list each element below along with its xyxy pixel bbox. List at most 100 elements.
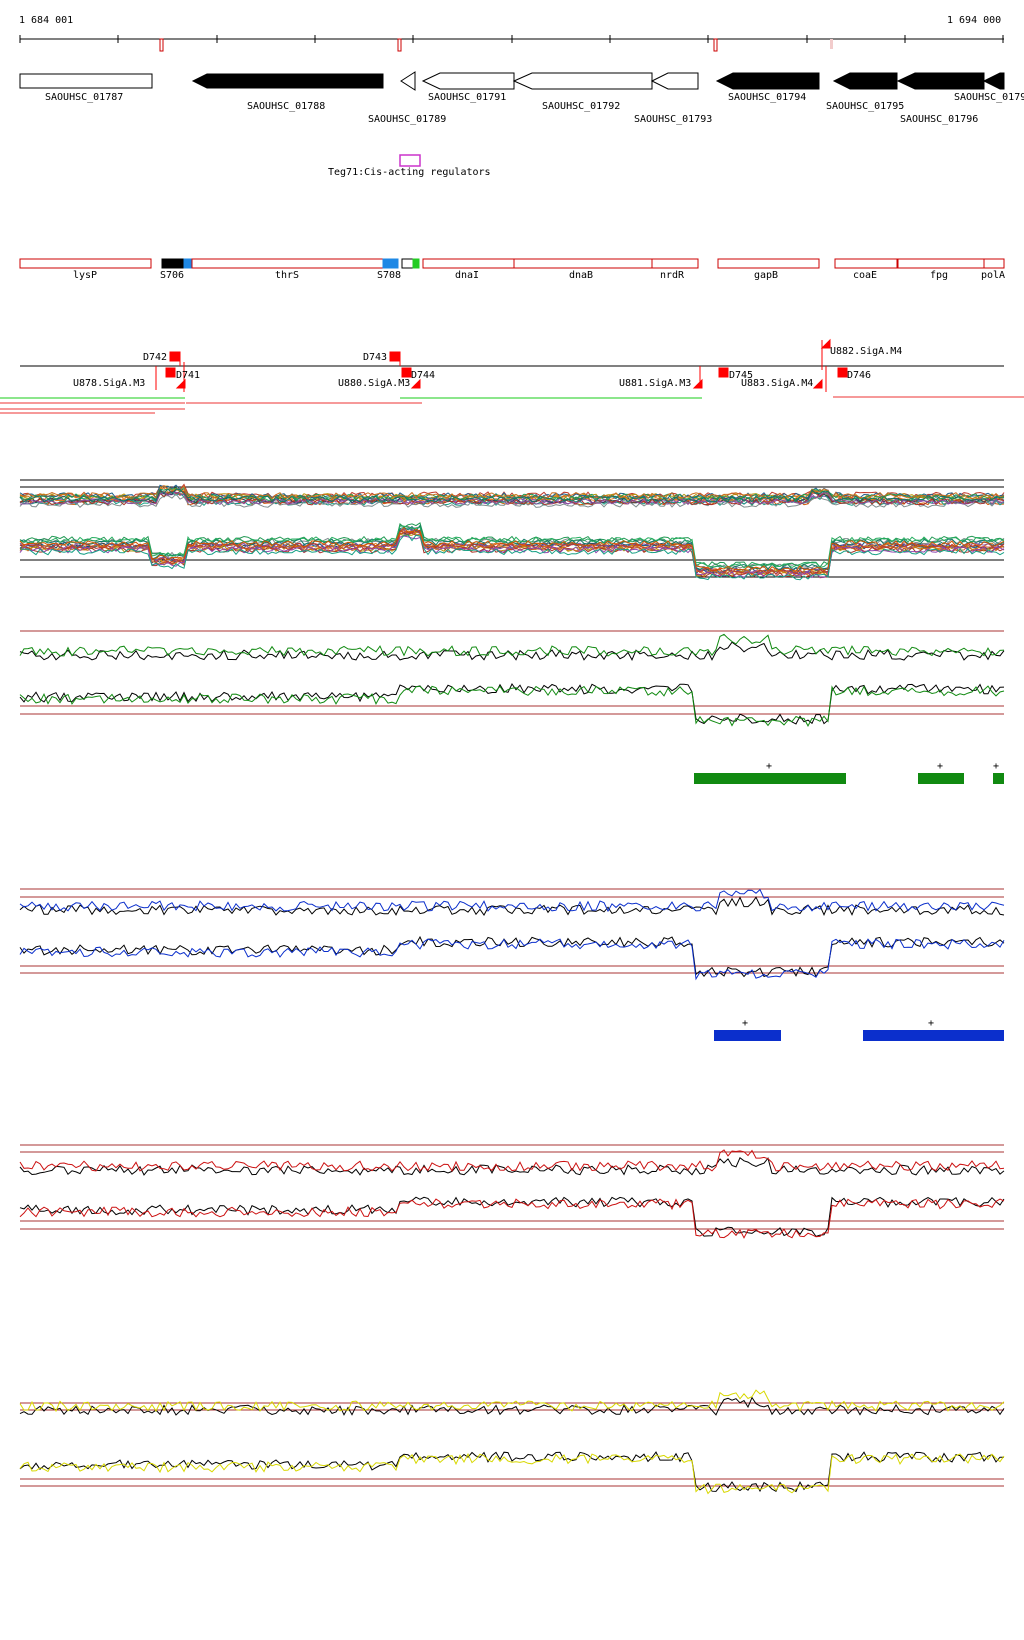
gene-label: SAOUHSC_01794 [728,92,806,103]
gene-label: SAOUHSC_01793 [634,114,712,125]
signal-line [19,641,1005,661]
signal-line [19,1196,1005,1237]
marker-d745[interactable] [718,367,729,378]
gene-label: SAOUHSC_01789 [368,114,446,125]
gene-label: SAOUHSC_01792 [542,101,620,112]
strand-mark: + [993,761,999,772]
signal-line [19,633,1005,657]
profile-line [19,485,1005,500]
regulator-track: Teg71:Cis-acting regulators [328,154,491,178]
segment-coae[interactable] [834,258,898,269]
gene-labels: SAOUHSC_01787 SAOUHSC_01788 SAOUHSC_0178… [45,92,1024,125]
annotation-label: S706 [160,270,184,281]
marker-d741[interactable] [165,367,176,378]
segment-s706-tail [183,258,193,269]
gene-label: SAOUHSC_01791 [428,92,506,103]
signal-line [19,1198,1005,1239]
gene-saouhsc-01793[interactable] [650,72,699,90]
gene-saouhsc-01796[interactable] [896,72,985,90]
annotation-label: coaE [853,270,877,281]
marker-u881[interactable] [692,378,703,389]
green-segment[interactable] [694,773,846,784]
marker-label: U882.SigA.M4 [830,346,902,357]
gene-label: SAOUHSC_01787 [45,92,123,103]
marker-label: D744 [411,370,435,381]
marker-label: D746 [847,370,871,381]
annotation-label: thrS [275,270,299,281]
signal-line [19,935,1005,978]
annotation-label: nrdR [660,270,685,281]
blue-segment[interactable] [714,1030,781,1041]
marker-label: U880.SigA.M3 [338,378,410,389]
marker-label: D745 [729,370,753,381]
regulator-label: Teg71:Cis-acting regulators [328,167,491,178]
signal-line [19,685,1005,727]
regulator-box[interactable] [399,154,421,167]
gene-saouhsc-0179x[interactable] [982,72,1005,90]
profile-line [19,486,1005,501]
segment-thrs[interactable] [191,258,384,269]
green-segment[interactable] [993,773,1004,784]
coordinate-ruler: 1 684 001 1 694 000 [19,15,1004,52]
segment-pola[interactable] [983,258,1005,269]
marker-d742[interactable] [169,351,181,362]
marker-label: D743 [363,352,387,363]
segment-s706[interactable] [161,258,185,269]
gene-label: SAOUHSC_01796 [900,114,978,125]
segment-gap [401,258,414,269]
segment-s708[interactable] [382,258,399,269]
marker-label: U883.SigA.M4 [741,378,813,389]
strand-mark: + [766,761,772,772]
gene-saouhsc-01794[interactable] [715,72,820,90]
blue-segment[interactable] [863,1030,1004,1041]
segment-dnai[interactable] [422,258,515,269]
expression-profiles [19,479,1005,581]
marker-u883[interactable] [812,378,823,389]
annotation-label: lysP [73,270,97,281]
coord-end: 1 694 000 [947,15,1001,26]
annotation-label: fpg [930,270,948,281]
marker-d743[interactable] [389,351,401,362]
signal-line [19,683,1005,725]
marker-u882[interactable] [820,338,831,349]
gene-saouhsc-01795[interactable] [832,72,898,90]
profile-line [19,490,1005,506]
red-tiling-track [19,1144,1005,1239]
annotation-label: dnaI [455,270,479,281]
profile-line [19,534,1005,581]
segment-dnab[interactable] [513,258,653,269]
green-tiling-track: + + + [19,630,1005,784]
segment-nrdr[interactable] [651,258,699,269]
annotation-labels: lysP S706 thrS S708 dnaI dnaB nrdR gapB … [73,270,1005,281]
gene-saouhsc-01791[interactable] [421,72,515,90]
gene-saouhsc-01792[interactable] [512,72,653,90]
profile-line [19,530,1005,577]
marker-label: U878.SigA.M3 [73,378,145,389]
signal-line [19,1389,1005,1413]
gene-saouhsc-01788[interactable] [191,73,384,89]
marker-d746[interactable] [837,367,848,378]
marker-label: D741 [176,370,200,381]
gene-saouhsc-01787[interactable] [19,73,153,89]
coord-start: 1 684 001 [19,15,73,26]
strand-mark: + [928,1018,934,1029]
gene-saouhsc-01789[interactable] [400,71,416,91]
segment-lyse[interactable] [19,258,152,269]
annotation-label: dnaB [569,270,593,281]
annotation-track [19,258,1005,269]
marker-u880[interactable] [410,378,421,389]
annotation-label: polA [981,270,1005,281]
segment-gapb[interactable] [717,258,820,269]
marker-d744[interactable] [401,367,412,378]
signal-line [19,1149,1005,1172]
signal-line [19,1452,1005,1495]
annotation-label: S708 [377,270,401,281]
green-segment[interactable] [918,773,964,784]
segment-fpg[interactable] [897,258,985,269]
gene-label: SAOUHSC_0179 [954,92,1024,103]
marker-track: D742 D741 U878.SigA.M3 D743 D744 U880.Si… [0,338,1024,414]
marker-u878[interactable] [175,378,186,389]
marker-label: D742 [143,352,167,363]
gene-label: SAOUHSC_01795 [826,101,904,112]
